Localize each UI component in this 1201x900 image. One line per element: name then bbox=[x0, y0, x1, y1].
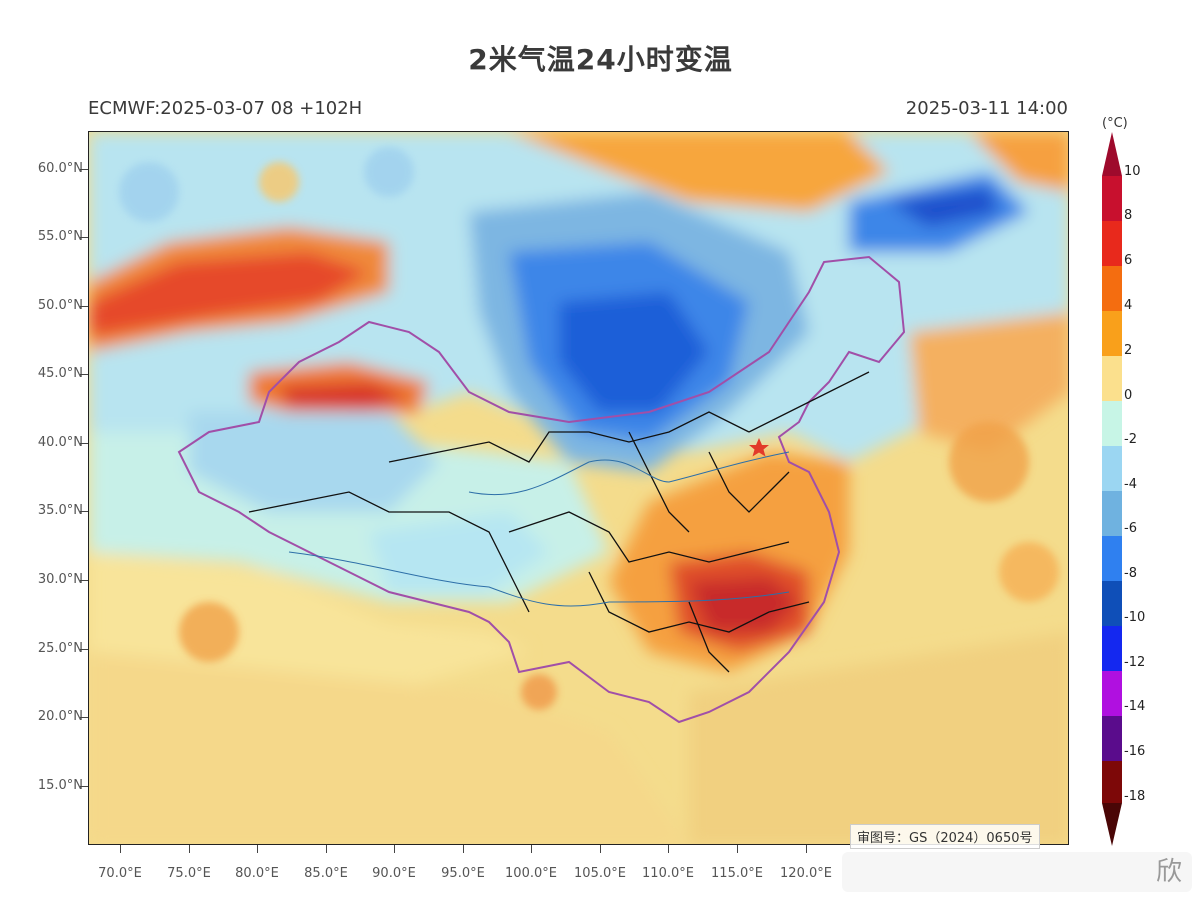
colorbar-segment bbox=[1102, 671, 1122, 716]
colorbar-label: -8 bbox=[1124, 566, 1137, 581]
lat-tick-label: 25.0°N bbox=[37, 641, 83, 656]
lat-tick-label: 35.0°N bbox=[37, 503, 83, 518]
lon-tick-label: 105.0°E bbox=[574, 866, 626, 881]
lat-tick-label: 20.0°N bbox=[37, 709, 83, 724]
colorbar-segment bbox=[1102, 311, 1122, 356]
lat-tick-mark bbox=[80, 443, 88, 444]
lat-tick-label: 15.0°N bbox=[37, 778, 83, 793]
lat-tick-label: 45.0°N bbox=[37, 366, 83, 381]
colorbar-segment bbox=[1102, 356, 1122, 401]
valid-time-label: 2025-03-11 14:00 bbox=[905, 98, 1068, 119]
beijing-marker-icon bbox=[749, 438, 769, 457]
lon-tick-mark bbox=[120, 845, 121, 853]
lat-tick-mark bbox=[80, 511, 88, 512]
colorbar-unit: (°C) bbox=[1102, 116, 1128, 131]
colorbar-label: -10 bbox=[1124, 610, 1146, 625]
lat-tick-mark bbox=[80, 649, 88, 650]
lon-tick-label: 80.0°E bbox=[235, 866, 279, 881]
lon-tick-label: 85.0°E bbox=[304, 866, 348, 881]
lat-tick-mark bbox=[80, 786, 88, 787]
lon-tick-label: 110.0°E bbox=[642, 866, 694, 881]
colorbar bbox=[1102, 132, 1122, 846]
lon-tick-mark bbox=[394, 845, 395, 853]
colorbar-segment bbox=[1102, 761, 1122, 803]
lon-tick-mark bbox=[600, 845, 601, 853]
colorbar-label: 10 bbox=[1124, 164, 1141, 179]
colorbar-label: -2 bbox=[1124, 432, 1137, 447]
colorbar-segment bbox=[1102, 401, 1122, 446]
lon-tick-mark bbox=[668, 845, 669, 853]
colorbar-segment bbox=[1102, 716, 1122, 761]
lon-tick-label: 120.0°E bbox=[780, 866, 832, 881]
lon-tick-mark bbox=[257, 845, 258, 853]
lat-tick-label: 40.0°N bbox=[37, 435, 83, 450]
lon-tick-label: 75.0°E bbox=[167, 866, 211, 881]
lat-tick-label: 60.0°N bbox=[37, 161, 83, 176]
lat-tick-mark bbox=[80, 374, 88, 375]
map-review-number: 审图号：GS（2024）0650号 bbox=[850, 824, 1040, 849]
lat-tick-label: 30.0°N bbox=[37, 572, 83, 587]
colorbar-label: 4 bbox=[1124, 298, 1133, 313]
lon-tick-mark bbox=[806, 845, 807, 853]
colorbar-label: 2 bbox=[1124, 343, 1133, 358]
lat-tick-label: 50.0°N bbox=[37, 298, 83, 313]
lon-tick-label: 95.0°E bbox=[441, 866, 485, 881]
lon-tick-mark bbox=[326, 845, 327, 853]
lon-tick-label: 100.0°E bbox=[505, 866, 557, 881]
lon-tick-label: 90.0°E bbox=[372, 866, 416, 881]
lat-tick-mark bbox=[80, 237, 88, 238]
source-watermark: 欣 bbox=[842, 852, 1192, 892]
temperature-change-map bbox=[88, 131, 1069, 845]
colorbar-label: -14 bbox=[1124, 699, 1146, 714]
colorbar-segment bbox=[1102, 221, 1122, 266]
colorbar-label: 0 bbox=[1124, 388, 1133, 403]
lon-tick-label: 115.0°E bbox=[711, 866, 763, 881]
colorbar-label: 6 bbox=[1124, 253, 1133, 268]
lat-tick-label: 55.0°N bbox=[37, 229, 83, 244]
map-canvas bbox=[89, 132, 1068, 844]
colorbar-segment bbox=[1102, 536, 1122, 581]
lat-tick-mark bbox=[80, 169, 88, 170]
colorbar-segment bbox=[1102, 176, 1122, 221]
lon-tick-mark bbox=[463, 845, 464, 853]
colorbar-label: -12 bbox=[1124, 655, 1146, 670]
colorbar-segment bbox=[1102, 491, 1122, 536]
colorbar-label: -4 bbox=[1124, 477, 1137, 492]
lon-tick-mark bbox=[531, 845, 532, 853]
colorbar-top-arrow bbox=[1102, 132, 1122, 176]
lat-tick-mark bbox=[80, 306, 88, 307]
colorbar-label: -18 bbox=[1124, 789, 1146, 804]
colorbar-segment bbox=[1102, 446, 1122, 491]
colorbar-label: -16 bbox=[1124, 744, 1146, 759]
colorbar-bottom-arrow bbox=[1102, 803, 1122, 846]
map-title: 2米气温24小时变温 bbox=[468, 43, 733, 76]
colorbar-segment bbox=[1102, 626, 1122, 671]
colorbar-segment bbox=[1102, 266, 1122, 311]
model-run-label: ECMWF:2025-03-07 08 +102H bbox=[88, 98, 363, 119]
lon-tick-mark bbox=[737, 845, 738, 853]
lat-tick-mark bbox=[80, 580, 88, 581]
lat-tick-mark bbox=[80, 717, 88, 718]
lon-tick-label: 70.0°E bbox=[98, 866, 142, 881]
colorbar-label: -6 bbox=[1124, 521, 1137, 536]
colorbar-label: 8 bbox=[1124, 208, 1133, 223]
colorbar-segment bbox=[1102, 581, 1122, 626]
lon-tick-mark bbox=[189, 845, 190, 853]
